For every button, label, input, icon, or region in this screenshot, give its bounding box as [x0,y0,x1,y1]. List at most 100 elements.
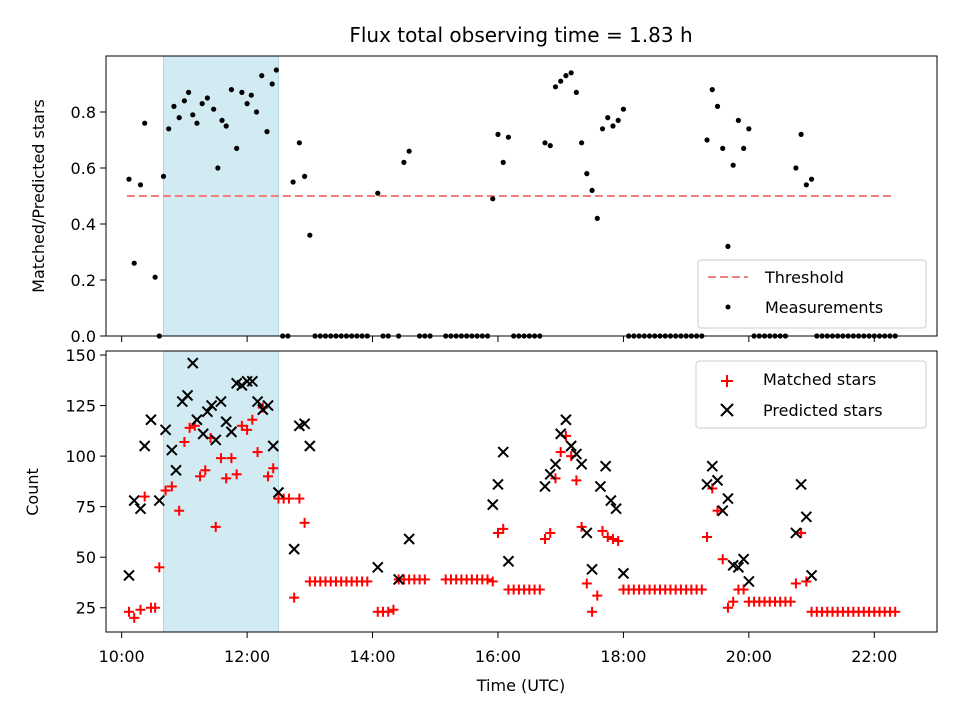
y-tick-label: 150 [65,346,96,365]
bottom-y-axis-label: Count [23,468,42,516]
matched-star-point [221,473,232,484]
legend-matched-swatch [721,375,733,387]
measurement-point [605,115,611,121]
measurement-point [152,274,158,280]
measurement-point [735,117,741,123]
predicted-star-point [246,375,259,388]
predicted-star-point [711,474,724,487]
y-tick-label: 0.0 [71,327,96,346]
predicted-star-point [241,375,253,388]
predicted-star-point [392,573,405,586]
measurement-point [142,120,148,126]
predicted-star-point [205,399,218,412]
x-tick-label: 10:00 [99,647,145,666]
matched-star-point [492,527,503,538]
measurement-point [137,182,144,188]
measurement-point [259,73,265,79]
predicted-star-point [737,553,750,565]
matched-star-point [252,447,263,458]
matched-star-point [226,453,237,464]
predicted-star-point [549,458,562,470]
measurement-point [234,145,240,151]
matched-star-point [587,606,598,617]
predicted-star-point [272,486,285,499]
predicted-star-point [795,478,807,491]
matched-star-point [135,604,146,615]
matched-star-point [160,485,171,496]
predicted-star-point [251,395,264,408]
measurement-point [620,106,627,112]
matched-star-point [231,469,242,480]
matched-star-point [592,590,603,601]
x-tick-label: 20:00 [726,647,772,666]
matched-star-point [184,422,195,433]
predicted-star-point [288,543,300,555]
predicted-star-point [487,498,499,511]
predicted-star-point [304,440,316,452]
measurement-point [223,123,229,129]
measurement-point [176,115,182,121]
measurement-point [171,103,177,109]
measurement-point [808,176,815,182]
matched-star-point [129,612,140,623]
matched-star-point [796,527,807,538]
legend-measurements-swatch [725,304,731,310]
measurement-point [199,101,205,107]
measurement-point [746,126,752,132]
legend-threshold-label: Threshold [764,268,844,287]
measurement-point [558,78,564,84]
x-tick-label: 18:00 [600,647,646,666]
matched-star-point [283,493,294,504]
legend-measurements-label: Measurements [765,298,883,317]
measurement-point [239,89,245,95]
measurement-point [568,70,574,76]
matched-star-point [174,505,185,516]
measurement-point [248,92,254,98]
measurement-point [594,215,600,221]
predicted-star-point [138,440,151,452]
x-tick-label: 16:00 [475,647,521,666]
x-tick-label: 22:00 [851,647,897,666]
predicted-star-point [134,502,147,515]
measurement-point [709,87,715,93]
predicted-star-point [128,494,140,507]
predicted-star-point [570,448,583,460]
predicted-star-point [594,480,607,493]
y-tick-label: 0.2 [71,271,96,290]
matched-star-point [294,493,305,504]
chart-title: Flux total observing time = 1.83 h [349,23,692,47]
measurement-point [190,112,196,118]
measurement-point [615,117,621,123]
y-tick-label: 125 [65,397,96,416]
measurement-point [741,145,747,151]
matched-star-point [215,453,226,464]
top-legend: Threshold Measurements [697,259,927,329]
predicted-star-point [492,478,504,491]
measurement-point [563,73,569,79]
bottom-axes-frame [105,350,938,633]
measurement-point [131,260,137,266]
predicted-star-point [197,428,209,440]
predicted-star-point [565,440,577,452]
predicted-star-point [403,533,415,545]
legend-predicted-label: Predicted stars [763,401,883,420]
matched-star-point [890,606,901,617]
bottom-legend: Matched stars Predicted stars [695,360,927,429]
matched-star-point [576,521,587,532]
matched-star-point [195,471,206,482]
predicted-star-point [225,426,238,438]
top-panel: 0.00.20.40.60.8 Matched/Predicted stars … [29,55,938,346]
matched-star-point [534,584,545,595]
matched-star-point [801,576,812,587]
predicted-star-point [554,428,567,440]
measurement-point [720,145,726,151]
matched-star-point [728,596,739,607]
predicted-star-point [790,527,802,539]
predicted-star-point [717,504,729,517]
x-tick-label: 12:00 [224,647,270,666]
top-plot-area [126,67,898,339]
measurement-point [273,67,279,73]
measurement-point [269,81,275,87]
matched-star-point [581,578,592,589]
